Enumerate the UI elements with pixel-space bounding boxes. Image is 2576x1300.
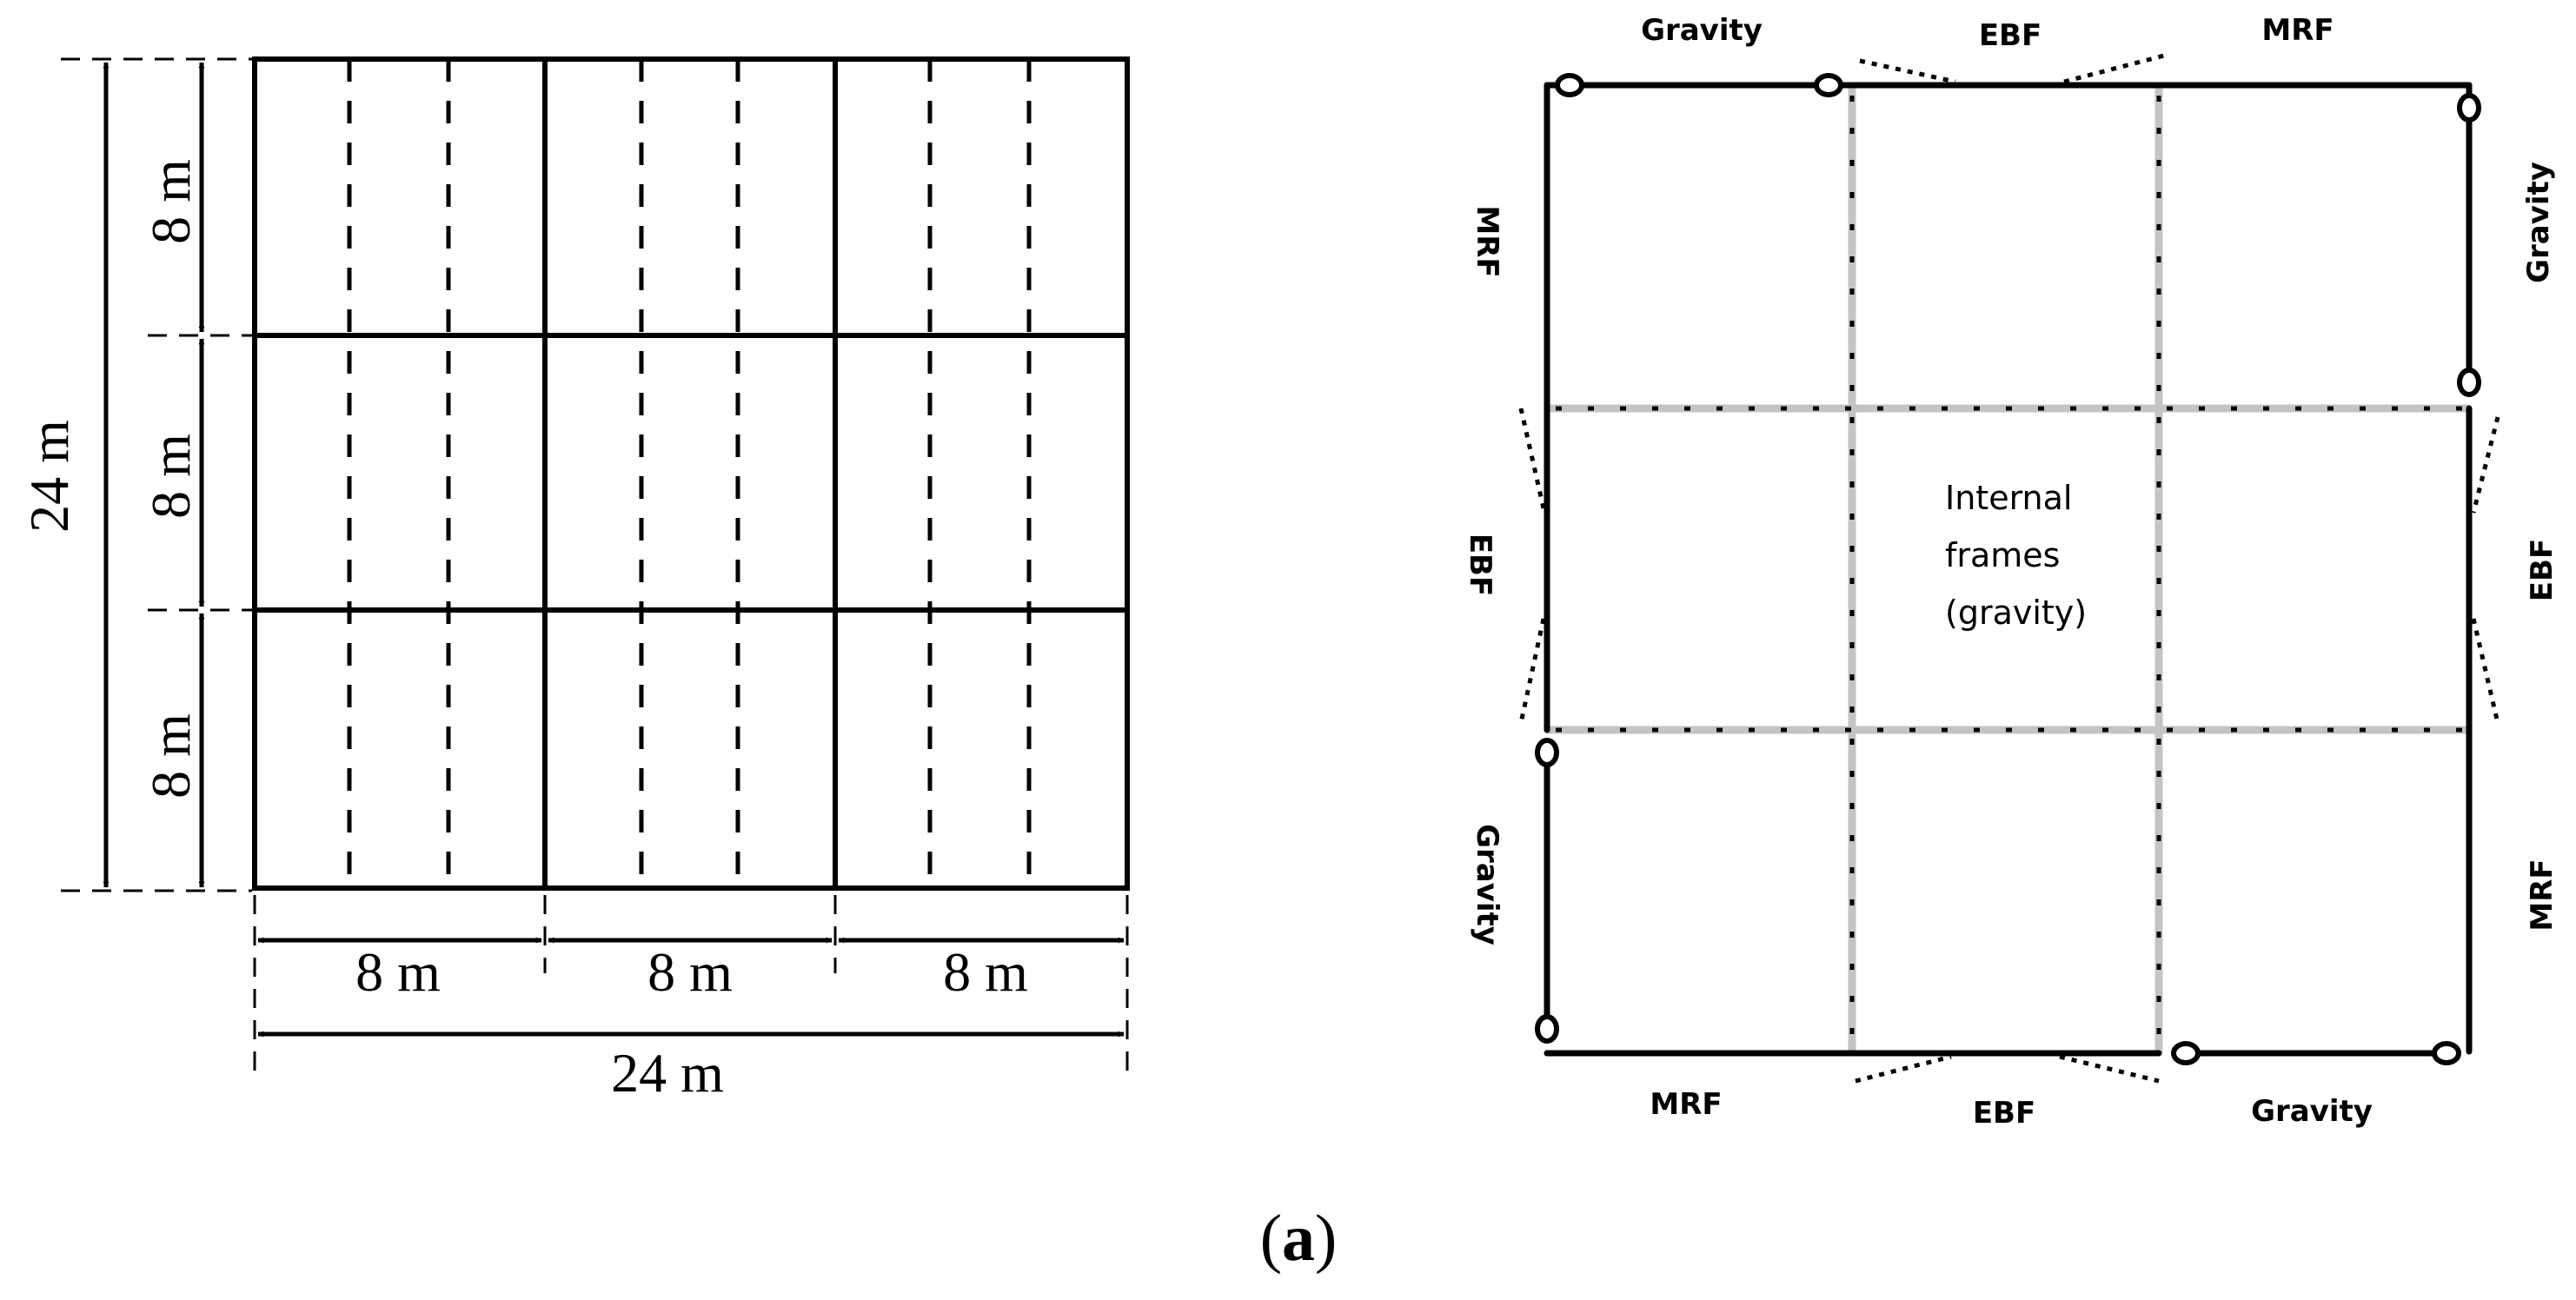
- dim-label-vertical-3: 8 m: [140, 713, 202, 799]
- left-label-mrf: MRF: [1470, 205, 1504, 277]
- figure-caption: (a): [1260, 1202, 1338, 1275]
- center-label-line-1: Internal: [1945, 479, 2072, 517]
- secondary-beams: [347, 59, 1032, 888]
- dimension-labels: 24 m 8 m 8 m 8 m 8 m 8 m 8 m 24 m: [18, 159, 1028, 1104]
- dim-label-horizontal-2: 8 m: [647, 941, 733, 1003]
- pinned-connections: [1535, 73, 2481, 1065]
- bottom-label-mrf: MRF: [1650, 1087, 1722, 1122]
- ebf-brace-mark: [2471, 618, 2500, 724]
- perimeter-frames: [1544, 82, 2473, 1057]
- bottom-label-ebf: EBF: [1973, 1096, 2035, 1131]
- ebf-brace-mark: [1855, 1054, 1952, 1084]
- internal-frames: [1547, 85, 2469, 1053]
- hinge-icon: [1555, 73, 1584, 97]
- hinge-icon: [2457, 368, 2481, 397]
- right-label-mrf: MRF: [2525, 859, 2559, 931]
- hinge-icon: [2457, 93, 2481, 123]
- left-floor-plan: 24 m 8 m 8 m 8 m 8 m 8 m 8 m 24 m: [18, 56, 1130, 1104]
- center-label-line-2: frames: [1945, 536, 2060, 574]
- hinge-icon: [1814, 73, 1843, 97]
- main-grid: [252, 56, 1130, 891]
- top-label-mrf: MRF: [2261, 13, 2334, 48]
- hinge-icon: [2171, 1041, 2201, 1065]
- ebf-brace-marks: [1518, 53, 2500, 1084]
- dim-label-total-vertical: 24 m: [18, 420, 80, 533]
- hinge-icon: [1535, 738, 1559, 767]
- dim-label-horizontal-3: 8 m: [943, 941, 1028, 1003]
- extension-lines: [61, 57, 1129, 1078]
- ebf-brace-mark: [2063, 53, 2165, 84]
- right-frame-layout: Gravity EBF MRF MRF EBF Gravity MRF EBF …: [1463, 13, 2559, 1131]
- top-label-gravity: Gravity: [1641, 13, 1763, 48]
- center-label-line-3: (gravity): [1945, 594, 2087, 632]
- plan-outline: [252, 56, 1130, 891]
- internal-frames-label: Internal frames (gravity): [1945, 479, 2087, 632]
- left-label-gravity: Gravity: [1470, 824, 1504, 945]
- top-label-ebf: EBF: [1979, 18, 2042, 53]
- ebf-brace-mark: [2471, 416, 2500, 514]
- ebf-brace-mark: [1859, 58, 1956, 84]
- right-label-ebf: EBF: [2525, 539, 2559, 601]
- frame-labels: Gravity EBF MRF MRF EBF Gravity MRF EBF …: [1463, 13, 2559, 1131]
- ebf-brace-mark: [1518, 408, 1546, 509]
- right-label-gravity: Gravity: [2521, 162, 2556, 283]
- hinge-icon: [2432, 1041, 2461, 1065]
- dimension-arrows: [103, 62, 1125, 1038]
- dim-label-vertical-1: 8 m: [140, 159, 202, 244]
- dim-label-vertical-2: 8 m: [140, 434, 202, 519]
- left-label-ebf: EBF: [1463, 534, 1497, 596]
- ebf-brace-mark: [2059, 1054, 2160, 1084]
- ebf-brace-mark: [1518, 618, 1546, 724]
- hinge-icon: [1535, 1014, 1559, 1044]
- dim-label-total-horizontal: 24 m: [611, 1042, 724, 1104]
- dim-label-horizontal-1: 8 m: [355, 941, 441, 1003]
- bottom-label-gravity: Gravity: [2251, 1094, 2373, 1129]
